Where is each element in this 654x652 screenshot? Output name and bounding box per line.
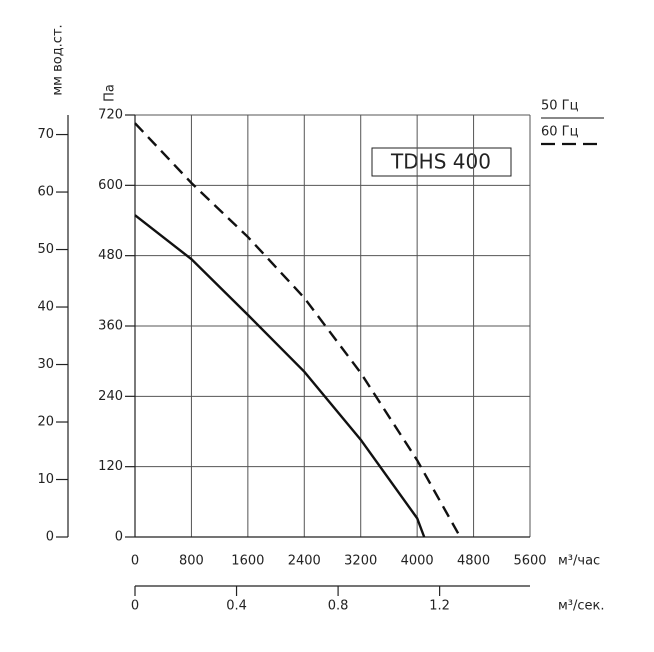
- y2-tick-label: 20: [37, 415, 54, 430]
- y-tick-label: 480: [98, 248, 123, 263]
- x2-axis-label: м³/сек.: [558, 599, 605, 614]
- y-tick-label: 0: [115, 530, 123, 545]
- y2-tick-label: 70: [37, 127, 54, 142]
- x2-tick-label: 0.4: [226, 599, 247, 614]
- y-tick-label: 600: [98, 178, 123, 193]
- x-tick-label: 4000: [401, 554, 434, 569]
- curve: [134, 122, 462, 538]
- x-tick-label: 0: [131, 554, 139, 569]
- y2-axis-label: мм вод.ст.: [51, 24, 66, 95]
- y-tick-label: 720: [98, 108, 123, 123]
- x-tick-label: 4800: [457, 554, 490, 569]
- x2-tick-label: 0.8: [328, 599, 349, 614]
- y-tick-label: 240: [98, 389, 123, 404]
- x-tick-label: 800: [179, 554, 204, 569]
- y2-tick-label: 50: [37, 242, 54, 257]
- y2-tick-label: 40: [37, 300, 54, 315]
- y-tick-label: 360: [98, 319, 123, 334]
- y2-tick-label: 60: [37, 185, 54, 200]
- x-tick-label: 1600: [231, 554, 264, 569]
- chart-title: TDHS 400: [390, 150, 491, 174]
- y2-tick-label: 30: [37, 357, 54, 372]
- curve: [134, 214, 426, 538]
- x-tick-label: 3200: [344, 554, 377, 569]
- y2-tick-label: 0: [46, 530, 54, 545]
- x-tick-label: 2400: [288, 554, 321, 569]
- legend-label: 50 Гц: [541, 99, 579, 114]
- y-tick-label: 120: [98, 459, 123, 474]
- title-box: [371, 147, 512, 177]
- legend-label: 60 Гц: [541, 125, 579, 140]
- y-axis-label: Па: [103, 84, 118, 102]
- x2-tick-label: 0: [131, 599, 139, 614]
- x2-tick-label: 1.2: [429, 599, 450, 614]
- x-tick-label: 5600: [513, 554, 546, 569]
- x-axis-label: м³/час: [558, 554, 600, 569]
- y2-tick-label: 10: [37, 472, 54, 487]
